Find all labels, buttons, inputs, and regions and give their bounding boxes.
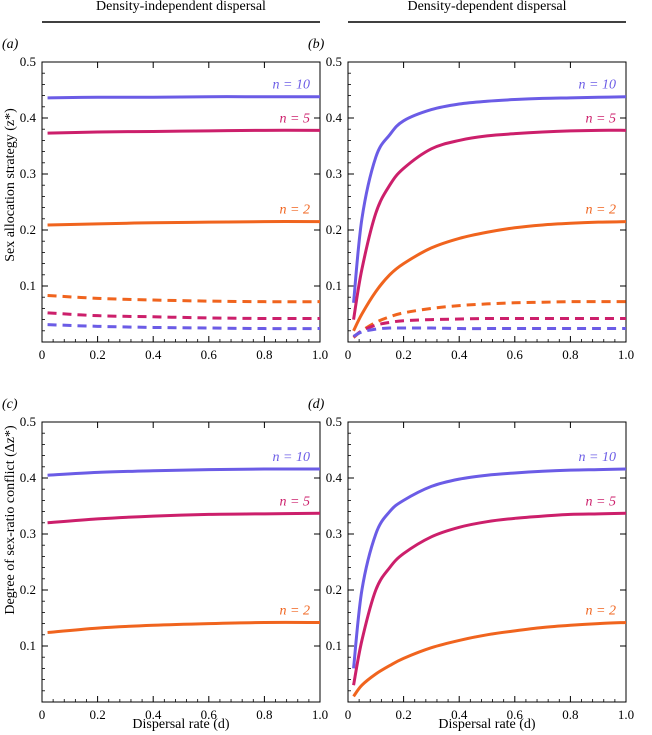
series-line-a-4: [47, 311, 321, 321]
y-tick-label-a: 0.2: [20, 222, 36, 237]
x-axis-title-right: Dispersal rate (d): [438, 717, 536, 732]
series-line-a-1: [47, 128, 321, 135]
series-line-b-2: [352, 220, 627, 332]
y-tick-label-a: 0.1: [20, 278, 36, 293]
y-tick-label-b: 0.3: [326, 166, 342, 181]
series-line-c-0: [47, 467, 321, 477]
series-label-c-2: n = 2: [280, 603, 310, 618]
x-tick-label-d: 0.6: [507, 707, 524, 722]
series-line-b-5: [352, 326, 626, 338]
series-label-d-2: n = 2: [586, 603, 616, 618]
series-line-d-2: [352, 620, 627, 698]
series-line-a-5: [47, 323, 321, 331]
panel-tag-a: (a): [2, 37, 19, 52]
right-header: Density-dependent dispersal: [407, 0, 566, 14]
series-line-b-3: [352, 300, 626, 339]
series-label-d-0: n = 10: [579, 450, 616, 465]
x-tick-label-c: 0.6: [201, 707, 218, 722]
x-tick-label-d: 1.0: [618, 707, 634, 722]
panel-tag-b: (b): [308, 37, 325, 52]
y-tick-label-d: 0.4: [326, 470, 343, 485]
series-label-c-0: n = 10: [273, 450, 310, 465]
x-tick-label-b: 0.4: [451, 347, 468, 362]
plot-frame-c: [41, 421, 321, 703]
y-tick-label-b: 0.2: [326, 222, 342, 237]
series-line-d-1: [352, 511, 627, 686]
x-tick-label-c: 0.2: [89, 707, 105, 722]
series-label-c-1: n = 5: [280, 494, 310, 509]
y-tick-label-d: 0.2: [326, 582, 342, 597]
y-axis-title-bottom: Degree of sex-ratio conflict (Δz*): [3, 425, 18, 615]
panel-b: (b) 0 0.2 0.4 0.6 0.8 1.0 0.1 0.2 0.3 0.4 0.5 n = 10…: [308, 37, 634, 362]
series-label-a-2: n = 2: [280, 203, 310, 218]
y-tick-label-c: 0.5: [20, 414, 36, 429]
series-label-b-0: n = 10: [579, 78, 616, 93]
y-tick-label-b: 0.1: [326, 278, 342, 293]
y-tick-label-d: 0.1: [326, 638, 342, 653]
x-tick-label-d: 0.8: [562, 707, 578, 722]
series-line-b-1: [352, 128, 627, 320]
y-tick-label-d: 0.5: [326, 414, 342, 429]
series-line-c-1: [47, 511, 321, 525]
y-tick-label-c: 0.2: [20, 582, 36, 597]
y-tick-label-a: 0.3: [20, 166, 36, 181]
x-tick-label-d: 0: [345, 707, 352, 722]
panel-a: (a) 0 0.2 0.4 0.6 0.8 1.0 0.1 0.2 0.3 0.4 0.5 n = 10…: [2, 37, 328, 362]
x-tick-label-d: 0.4: [451, 707, 468, 722]
series-line-d-0: [352, 467, 627, 669]
x-tick-label-b: 1.0: [618, 347, 634, 362]
y-tick-label-c: 0.4: [20, 470, 37, 485]
series-label-b-2: n = 2: [586, 203, 616, 218]
series-label-d-1: n = 5: [586, 494, 616, 509]
x-tick-label-a: 0.6: [201, 347, 218, 362]
y-tick-label-c: 0.1: [20, 638, 36, 653]
x-tick-label-c: 0.8: [256, 707, 272, 722]
x-tick-label-d: 0.2: [395, 707, 411, 722]
x-tick-label-a: 0.8: [256, 347, 272, 362]
panel-tag-d: (d): [308, 397, 325, 412]
y-tick-label-a: 0.4: [20, 110, 37, 125]
plot-frame-b: [347, 61, 627, 343]
x-tick-label-b: 0.6: [507, 347, 524, 362]
x-tick-label-c: 1.0: [312, 707, 328, 722]
y-tick-label-a: 0.5: [20, 54, 36, 69]
x-tick-label-c: 0: [39, 707, 46, 722]
y-tick-label-b: 0.5: [326, 54, 342, 69]
series-line-b-4: [352, 316, 626, 339]
y-tick-label-b: 0.4: [326, 110, 343, 125]
plot-frame-d: [347, 421, 627, 703]
panel-d: (d) 0 0.2 0.4 0.6 0.8 1.0 0.1 0.2 0.3 0.4 0.5 n = 10…: [308, 397, 634, 722]
x-tick-label-a: 0.2: [89, 347, 105, 362]
series-label-a-1: n = 5: [280, 111, 310, 126]
y-axis-title-top: Sex allocation strategy (z*): [3, 108, 18, 262]
plot-frame-a: [41, 61, 321, 343]
series-line-b-0: [352, 95, 627, 303]
series-line-a-3: [47, 294, 321, 304]
series-line-a-2: [47, 220, 321, 227]
x-tick-label-b: 0.2: [395, 347, 411, 362]
x-tick-label-b: 0: [345, 347, 352, 362]
x-tick-label-c: 0.4: [145, 707, 162, 722]
panel-c: (c) 0 0.2 0.4 0.6 0.8 1.0 0.1 0.2 0.3 0.4 0.5 n = 10…: [2, 397, 328, 722]
x-tick-label-a: 1.0: [312, 347, 328, 362]
series-label-b-1: n = 5: [586, 111, 616, 126]
x-axis-title-left: Dispersal rate (d): [132, 717, 230, 732]
y-tick-label-d: 0.3: [326, 526, 342, 541]
left-header: Density-independent dispersal: [96, 0, 266, 14]
y-tick-label-c: 0.3: [20, 526, 36, 541]
series-line-a-0: [47, 95, 320, 100]
x-tick-label-a: 0: [39, 347, 46, 362]
x-tick-label-a: 0.4: [145, 347, 162, 362]
x-tick-label-b: 0.8: [562, 347, 578, 362]
panel-tag-c: (c): [2, 397, 18, 412]
series-label-a-0: n = 10: [273, 78, 310, 93]
series-line-c-2: [47, 620, 321, 635]
